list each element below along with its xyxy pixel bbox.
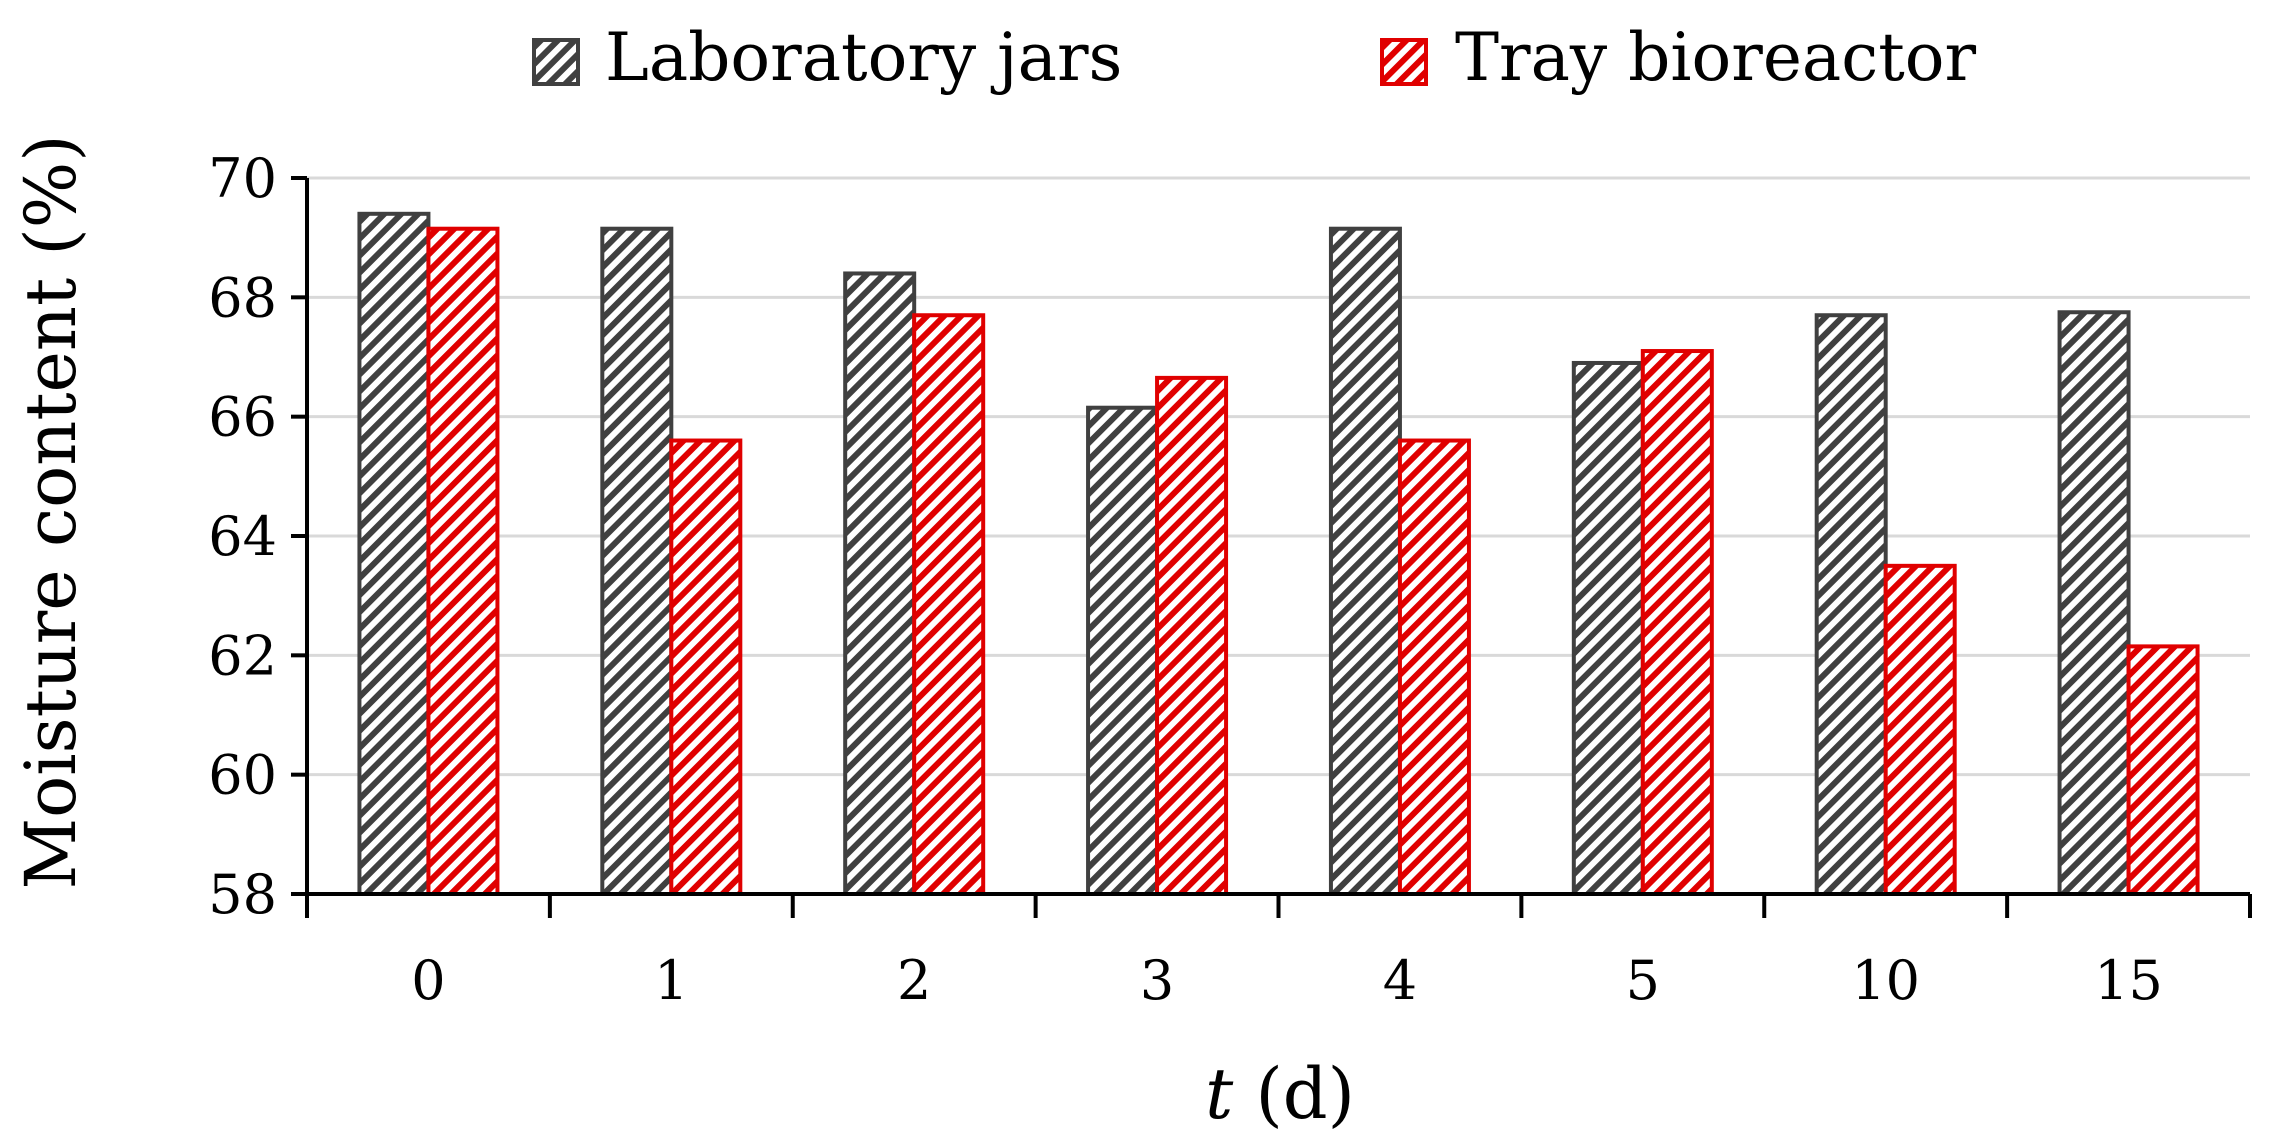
bar-laboratory-jars-3 — [1086, 405, 1160, 896]
x-tick-label-4: 4 — [1383, 949, 1417, 1012]
bar-laboratory-jars-4 — [1328, 226, 1402, 896]
x-tick-label-0: 0 — [411, 949, 445, 1012]
y-tick-labels: 58 60 62 64 66 68 70 — [208, 147, 277, 926]
bar-tray-bioreactor-4 — [1397, 438, 1471, 896]
legend: Laboratory jars Tray bioreactor — [532, 19, 1976, 96]
bar-laboratory-jars-5 — [1571, 360, 1645, 896]
bar-tray-bioreactor-2 — [912, 313, 986, 896]
legend-label-laboratory-jars: Laboratory jars — [605, 19, 1122, 96]
bar-tray-bioreactor-10 — [1883, 563, 1957, 896]
y-tick-label-60: 60 — [208, 744, 277, 807]
x-tick-label-3: 3 — [1140, 949, 1174, 1012]
y-tick-label-58: 58 — [208, 863, 277, 926]
bar-tray-bioreactor-0 — [426, 226, 500, 896]
x-axis-title-variable: t — [1205, 1053, 1234, 1135]
x-tick-label-5: 5 — [1626, 949, 1660, 1012]
y-tick-label-70: 70 — [208, 147, 277, 210]
bars — [357, 211, 2200, 897]
bar-laboratory-jars-0 — [357, 211, 431, 897]
legend-label-tray-bioreactor: Tray bioreactor — [1455, 19, 1976, 96]
bar-tray-bioreactor-5 — [1640, 349, 1714, 896]
x-tick-label-15: 15 — [2094, 949, 2163, 1012]
y-tick-label-64: 64 — [208, 505, 277, 568]
bar-tray-bioreactor-15 — [2126, 644, 2200, 897]
x-axis-title-unit: (d) — [1233, 1053, 1355, 1135]
x-axis-title: t (d) — [1205, 1053, 1355, 1135]
y-tick-label-62: 62 — [208, 624, 277, 687]
legend-item-laboratory-jars: Laboratory jars — [532, 19, 1122, 96]
x-tick-label-1: 1 — [654, 949, 688, 1012]
axes — [305, 178, 2252, 918]
legend-swatch-tray-bioreactor — [1380, 38, 1428, 86]
bar-tray-bioreactor-3 — [1155, 375, 1229, 896]
x-tick-labels: 0 1 2 3 4 5 10 15 — [411, 949, 2163, 1012]
bar-laboratory-jars-10 — [1814, 313, 1888, 896]
y-tick-label-68: 68 — [208, 266, 277, 329]
bar-laboratory-jars-15 — [2057, 310, 2131, 896]
y-axis-title: Moisture content (%) — [10, 134, 92, 889]
legend-item-tray-bioreactor: Tray bioreactor — [1380, 19, 1976, 96]
x-tick-label-2: 2 — [897, 949, 931, 1012]
bar-laboratory-jars-2 — [843, 271, 917, 896]
y-tick-label-66: 66 — [208, 386, 277, 449]
x-tick-label-10: 10 — [1851, 949, 1920, 1012]
bar-laboratory-jars-1 — [600, 226, 674, 896]
bar-tray-bioreactor-1 — [669, 438, 743, 896]
legend-swatch-laboratory-jars — [532, 38, 580, 86]
